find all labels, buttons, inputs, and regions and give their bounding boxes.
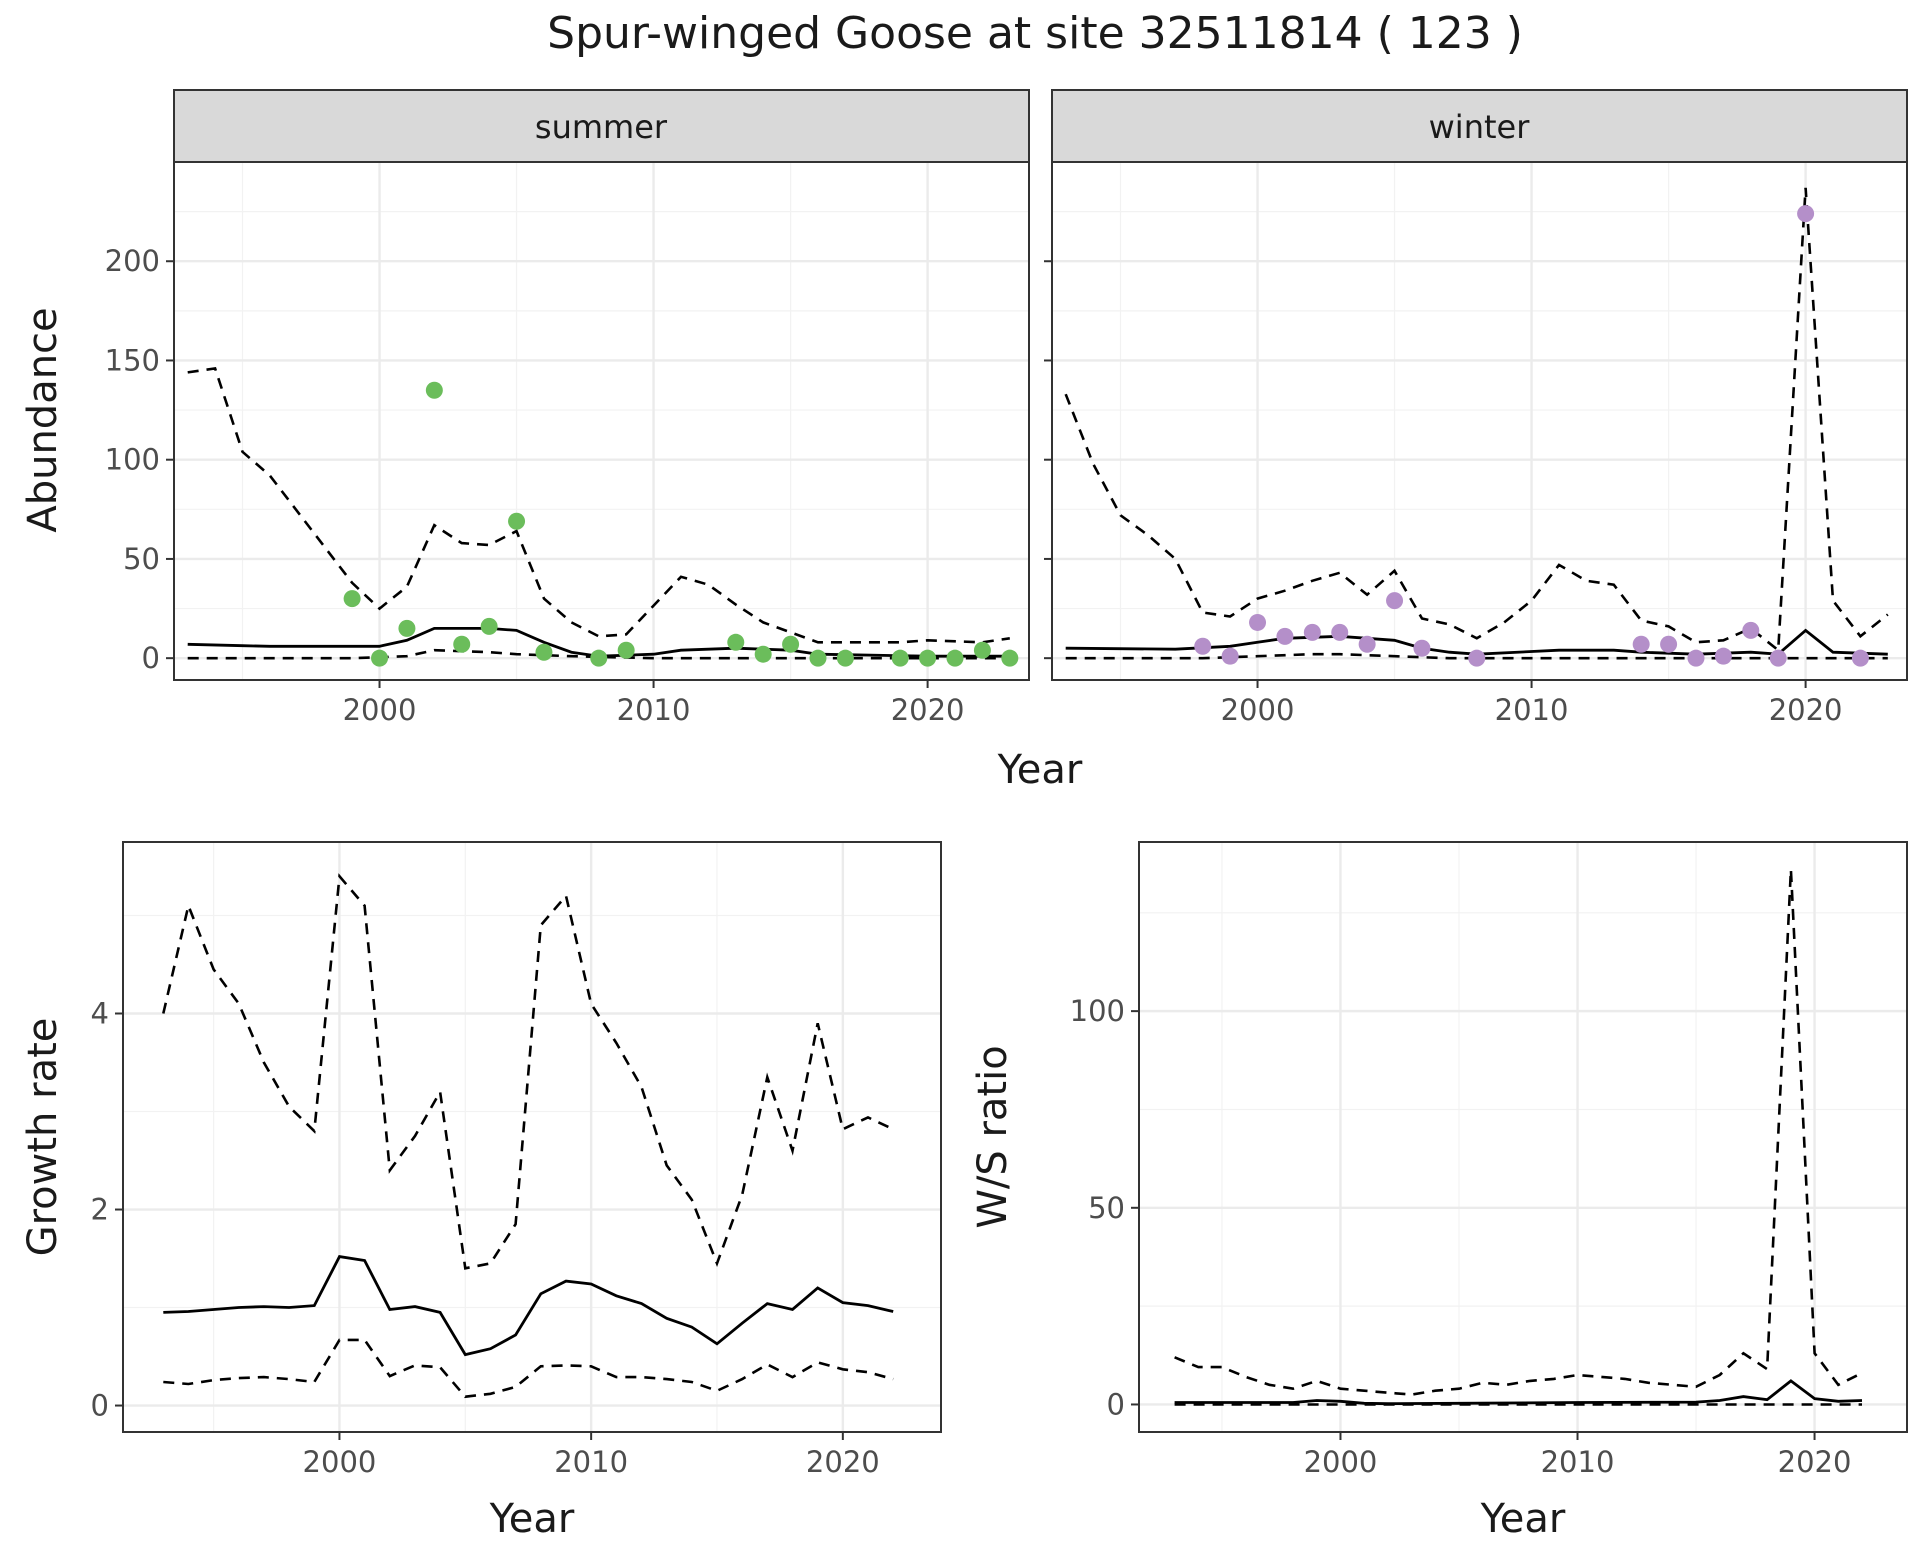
ws-y-label: W/S ratio [970,1045,1016,1228]
observation-point [946,649,964,667]
panel-border [1138,841,1908,1433]
abundance-winter-panel: winter 2000 2010 2020 [1044,89,1908,727]
observation-point [727,633,745,651]
upper-bound-line [1174,869,1863,1396]
observation-point [425,381,443,399]
observation-point [371,649,389,667]
observation-point [1358,635,1376,653]
strip-summer [173,89,1030,163]
panel-border [122,841,942,1433]
x-tick-label: 2020 [891,693,965,727]
x-tick-label: 2020 [1778,1445,1852,1479]
observation-point [1468,649,1486,667]
x-tick-label: 2010 [554,1445,628,1479]
observation-point [1386,592,1404,610]
observation-point [343,590,361,608]
panel-border [1051,161,1908,681]
observation-point [1632,635,1650,653]
observation-point [1660,635,1678,653]
observation-point [1303,623,1321,641]
abundance-y-label: Abundance [20,307,66,532]
figure-title: Spur-winged Goose at site 32511814 ( 123… [547,8,1523,59]
observation-point [398,619,416,637]
observation-point [809,649,827,667]
y-tick-label: 4 [91,997,109,1031]
observation-point [836,649,854,667]
growth-rate-panel: 2000 2010 2020 0 2 4 Growth rate Year [20,841,942,1542]
observation-point [1714,647,1732,665]
y-tick-label: 200 [105,244,160,278]
observation-point [1769,649,1787,667]
panel-border [173,161,1030,681]
y-tick-label: 0 [142,641,160,675]
x-tick-label: 2010 [1541,1445,1615,1479]
upper-bound-line [1064,187,1889,653]
observation-point [1249,613,1267,631]
ws-x-label: Year [1480,1496,1566,1542]
x-tick-label: 2000 [1304,1445,1378,1479]
abundance-x-label: Year [997,747,1083,793]
observation-point [480,617,498,635]
observation-point [1413,639,1431,657]
x-tick-label: 2010 [1495,693,1569,727]
growth-y-label: Growth rate [20,1018,66,1257]
upper-bound-line [162,873,894,1270]
y-tick-label: 2 [91,1193,109,1227]
observation-point [973,641,991,659]
observation-point [754,645,772,663]
observation-point [1797,205,1815,223]
observation-point [1331,623,1349,641]
upper-bound-line [187,366,1010,644]
x-tick-label: 2020 [806,1445,880,1479]
observation-point [1194,637,1212,655]
mean-line [1174,1379,1863,1406]
abundance-summer-panel: summer 2000 2010 2020 0 50 100 150 200 Abundan… [20,89,1030,727]
observation-point [1276,627,1294,645]
x-tick-label: 2000 [303,1445,377,1479]
observation-point [891,649,909,667]
lower-bound-line [163,1338,894,1399]
y-tick-label: 0 [91,1389,109,1423]
observation-point [782,635,800,653]
y-tick-label: 50 [123,542,160,576]
strip-winter [1051,89,1908,163]
observation-point [1742,621,1760,639]
x-tick-label: 2000 [1221,693,1295,727]
y-tick-label: 50 [1088,1191,1125,1225]
observation-point [617,641,635,659]
observation-point [535,643,553,661]
growth-x-label: Year [489,1496,575,1542]
observation-point [453,635,471,653]
observation-point [1001,649,1019,667]
observation-point [1687,649,1705,667]
observation-point [1221,647,1239,665]
x-tick-label: 2000 [343,693,417,727]
observation-point [919,649,937,667]
ws-ratio-panel: 2000 2010 2020 0 50 100 W/S ratio Year [970,841,1908,1542]
strip-winter-label: winter [1429,108,1531,146]
y-tick-label: 100 [105,443,160,477]
mean-line [163,1255,894,1357]
observation-point [590,649,608,667]
strip-summer-label: summer [535,108,668,146]
observation-point [1851,649,1869,667]
y-tick-label: 150 [105,343,160,377]
observation-point [508,512,526,530]
x-tick-label: 2020 [1769,693,1843,727]
y-tick-label: 0 [1107,1387,1125,1421]
x-tick-label: 2010 [617,693,691,727]
y-tick-label: 100 [1070,994,1125,1028]
